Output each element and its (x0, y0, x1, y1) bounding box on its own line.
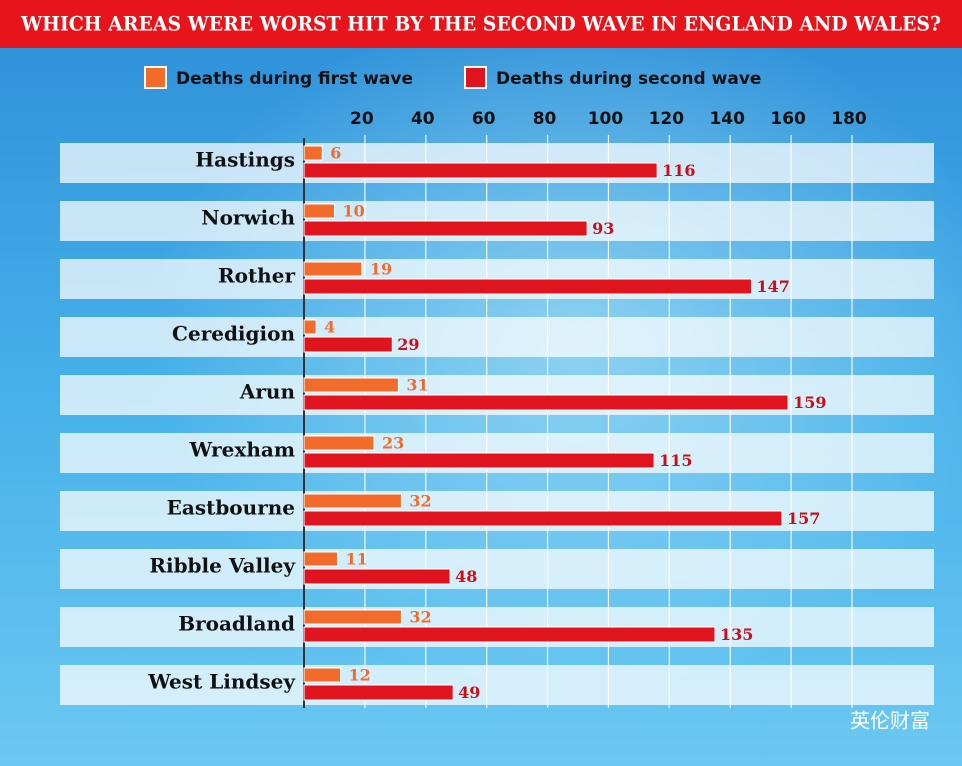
value-label: 159 (793, 393, 826, 412)
value-label: 19 (370, 260, 392, 279)
value-label: 29 (397, 335, 419, 354)
y-tick-label: Rother (218, 264, 295, 288)
watermark: 英伦财富 (850, 709, 930, 733)
bar (303, 278, 753, 295)
x-tick-label: 20 (350, 109, 374, 129)
bar (303, 162, 658, 179)
value-label: 93 (592, 219, 614, 238)
bar (303, 145, 323, 161)
title-band (0, 0, 962, 48)
x-tick-label: 60 (472, 109, 496, 129)
y-tick-label: Norwich (201, 206, 295, 230)
value-label: 12 (349, 666, 371, 685)
x-tick-label: 180 (831, 109, 867, 129)
bar (303, 684, 454, 701)
chart-title: WHICH AREAS WERE WORST HIT BY THE SECOND… (20, 12, 941, 36)
x-tick-label: 40 (411, 109, 435, 129)
value-label: 49 (458, 683, 480, 702)
y-tick-label: Eastbourne (167, 496, 295, 520)
value-label: 147 (757, 277, 790, 296)
bar (303, 435, 375, 451)
x-tick-label: 160 (770, 109, 806, 129)
bar (303, 394, 789, 411)
value-label: 23 (382, 434, 404, 453)
bar (303, 319, 317, 335)
bar (303, 220, 588, 237)
x-tick-label: 100 (588, 109, 624, 129)
x-tick-label: 80 (533, 109, 557, 129)
bar (303, 452, 655, 469)
row-band (60, 549, 934, 589)
y-tick-label: Hastings (195, 148, 295, 172)
value-label: 48 (455, 567, 477, 586)
legend-swatch (464, 66, 487, 89)
row-band (60, 665, 934, 705)
value-label: 10 (342, 202, 364, 221)
bar (303, 261, 363, 277)
bar (303, 510, 783, 527)
y-tick-label: Broadland (178, 612, 295, 636)
value-label: 157 (787, 509, 820, 528)
bar (303, 667, 342, 683)
value-label: 115 (659, 451, 692, 470)
value-label: 116 (662, 161, 695, 180)
value-label: 6 (330, 144, 341, 163)
x-tick-label: 120 (649, 109, 685, 129)
x-tick-label: 140 (709, 109, 745, 129)
bar (303, 377, 399, 393)
row-band (60, 317, 934, 357)
legend-label: Deaths during first wave (176, 69, 413, 89)
value-label: 32 (409, 492, 431, 511)
y-tick-label: Ribble Valley (149, 554, 296, 578)
bar (303, 568, 451, 585)
y-tick-label: West Lindsey (147, 670, 296, 694)
legend-swatch (144, 66, 167, 89)
value-label: 32 (409, 608, 431, 627)
bar (303, 551, 338, 567)
value-label: 135 (720, 625, 753, 644)
bar (303, 609, 402, 625)
value-label: 31 (406, 376, 428, 395)
bar (303, 203, 335, 219)
value-label: 4 (324, 318, 335, 337)
bar (303, 626, 716, 643)
bar (303, 336, 393, 353)
legend-label: Deaths during second wave (496, 69, 761, 89)
y-tick-label: Wrexham (189, 438, 295, 462)
y-tick-label: Ceredigion (172, 322, 295, 346)
y-tick-label: Arun (239, 380, 296, 404)
value-label: 11 (345, 550, 367, 569)
bar (303, 493, 402, 509)
